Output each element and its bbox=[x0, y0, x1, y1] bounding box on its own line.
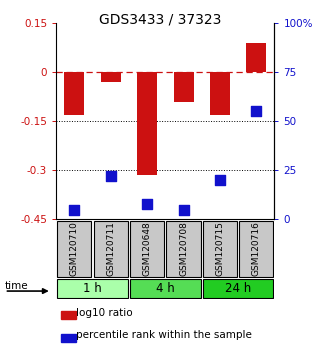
Text: GSM120715: GSM120715 bbox=[215, 221, 224, 276]
Bar bbox=[239, 221, 273, 277]
Text: log10 ratio: log10 ratio bbox=[76, 308, 133, 318]
Bar bbox=[173, 72, 194, 102]
Text: GSM120711: GSM120711 bbox=[106, 221, 115, 276]
Bar bbox=[137, 72, 157, 175]
Bar bbox=[94, 221, 128, 277]
Point bbox=[217, 177, 222, 183]
Text: percentile rank within the sample: percentile rank within the sample bbox=[76, 330, 252, 341]
Text: 4 h: 4 h bbox=[156, 282, 175, 295]
Bar bbox=[203, 221, 237, 277]
Bar bbox=[210, 72, 230, 115]
Bar bbox=[64, 72, 84, 115]
Bar bbox=[166, 221, 201, 277]
Text: time: time bbox=[4, 281, 28, 291]
Bar bbox=[57, 279, 128, 298]
Bar bbox=[130, 279, 201, 298]
Text: GDS3433 / 37323: GDS3433 / 37323 bbox=[99, 12, 222, 27]
Text: 1 h: 1 h bbox=[83, 282, 102, 295]
Point bbox=[108, 173, 113, 179]
Text: GSM120716: GSM120716 bbox=[252, 221, 261, 276]
Text: 24 h: 24 h bbox=[225, 282, 251, 295]
Bar bbox=[101, 72, 121, 82]
Point bbox=[72, 207, 77, 212]
Point bbox=[144, 201, 150, 207]
Bar bbox=[61, 333, 76, 342]
Text: GSM120648: GSM120648 bbox=[143, 221, 152, 276]
Bar bbox=[203, 279, 273, 298]
Bar bbox=[61, 310, 76, 319]
Bar bbox=[57, 221, 91, 277]
Bar bbox=[130, 221, 164, 277]
Text: GSM120708: GSM120708 bbox=[179, 221, 188, 276]
Point bbox=[181, 207, 186, 212]
Bar bbox=[246, 42, 266, 72]
Text: GSM120710: GSM120710 bbox=[70, 221, 79, 276]
Point bbox=[254, 109, 259, 114]
